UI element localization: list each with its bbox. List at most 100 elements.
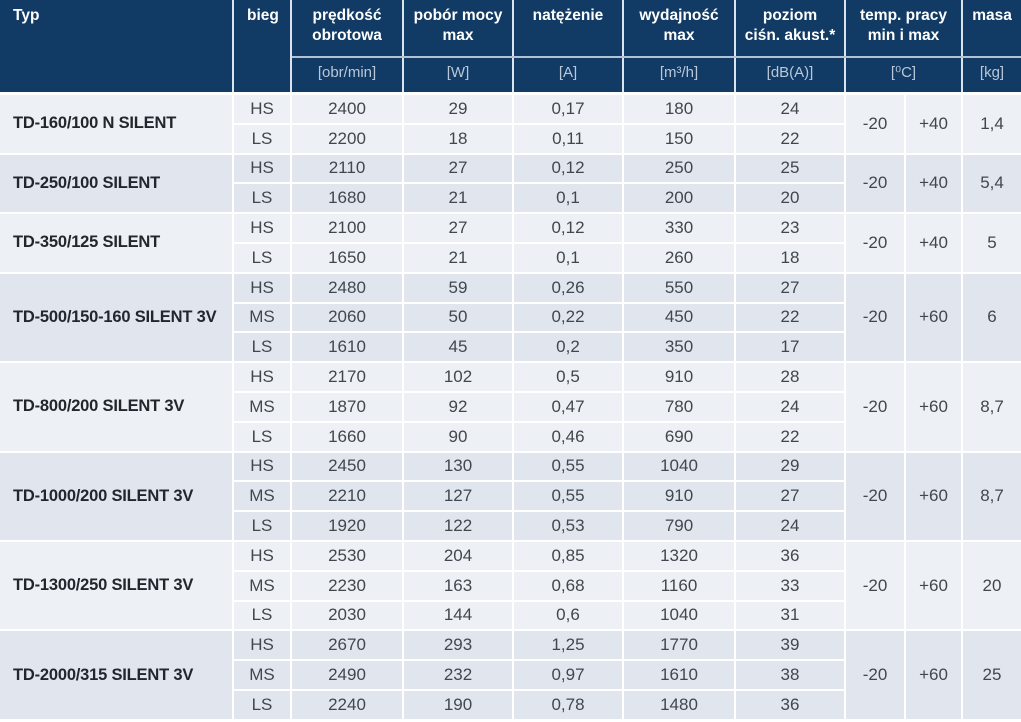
cell-noise: 36	[735, 540, 846, 572]
cell-noise: 22	[735, 421, 846, 453]
cell-temp-min: -20	[845, 153, 906, 215]
cell-current: 0,68	[513, 570, 624, 602]
table-row: LS 2030 144 0,6 1040 31	[0, 600, 1021, 632]
cell-power: 130	[403, 451, 514, 483]
cell-current: 0,17	[513, 93, 624, 125]
table-row: TD-350/125 SILENT HS 2100 27 0,12 330 23 -20 +40…	[0, 213, 1021, 274]
cell-speed: 2030	[291, 600, 404, 632]
cell-current: 0,55	[513, 481, 624, 513]
cell-bieg: LS	[233, 183, 292, 215]
cell-temp-max: +60	[905, 630, 964, 721]
unit-a: [A]	[513, 57, 624, 95]
cell-masa: 1,4	[962, 93, 1021, 155]
cell-noise: 33	[735, 570, 846, 602]
cell-current: 0,78	[513, 689, 624, 721]
cell-current: 1,25	[513, 630, 624, 662]
table-row: TD-800/200 SILENT 3V HS 2170 102 0,5 910 28 -20…	[0, 362, 1021, 453]
cell-noise: 20	[735, 183, 846, 215]
table-row: MS 2060 50 0,22 450 22	[0, 302, 1021, 334]
cell-noise: 27	[735, 481, 846, 513]
table-row: MS 2230 163 0,68 1160 33	[0, 570, 1021, 602]
column-header-typ: Typ	[0, 0, 234, 95]
table-header: Typ bieg prędkość obrotowa pobór mocy ma…	[0, 0, 1021, 95]
cell-masa: 8,7	[962, 362, 1021, 453]
column-header-natezenie: natężenie	[513, 0, 624, 58]
cell-speed: 2170	[291, 362, 404, 393]
cell-current: 0,22	[513, 302, 624, 334]
cell-bieg: HS	[233, 272, 292, 304]
cell-power: 204	[403, 540, 514, 572]
cell-flow: 350	[623, 332, 736, 364]
cell-temp-min: -20	[845, 362, 906, 453]
cell-noise: 28	[735, 362, 846, 393]
cell-speed: 2240	[291, 689, 404, 721]
cell-power: 21	[403, 183, 514, 215]
column-header-poziom-cisn-akust: poziom ciśn. akust.*	[735, 0, 846, 58]
cell-bieg: LS	[233, 511, 292, 542]
cell-current: 0,11	[513, 123, 624, 155]
cell-noise: 22	[735, 302, 846, 334]
cell-speed: 2480	[291, 272, 404, 304]
cell-current: 0,46	[513, 421, 624, 453]
cell-speed: 2400	[291, 93, 404, 125]
cell-masa: 6	[962, 272, 1021, 364]
cell-flow: 150	[623, 123, 736, 155]
cell-temp-min: -20	[845, 451, 906, 542]
cell-current: 0,5	[513, 362, 624, 393]
cell-flow: 180	[623, 93, 736, 125]
cell-bieg: HS	[233, 451, 292, 483]
cell-flow: 330	[623, 213, 736, 244]
cell-current: 0,85	[513, 540, 624, 572]
cell-bieg: LS	[233, 123, 292, 155]
cell-bieg: MS	[233, 570, 292, 602]
table-row: TD-1300/250 SILENT 3V HS 2530 204 0,85 1320 36…	[0, 540, 1021, 632]
cell-speed: 1650	[291, 242, 404, 274]
cell-bieg: HS	[233, 362, 292, 393]
cell-speed: 2210	[291, 481, 404, 513]
cell-typ: TD-2000/315 SILENT 3V	[0, 630, 234, 721]
cell-speed: 1680	[291, 183, 404, 215]
table-row: LS 1680 21 0,1 200 20	[0, 183, 1021, 215]
cell-temp-min: -20	[845, 93, 906, 155]
unit-m3-h: [m³/h]	[623, 57, 736, 95]
cell-power: 102	[403, 362, 514, 393]
cell-flow: 260	[623, 242, 736, 274]
cell-flow: 250	[623, 153, 736, 185]
cell-flow: 1160	[623, 570, 736, 602]
cell-temp-min: -20	[845, 630, 906, 721]
table-row: LS 2200 18 0,11 150 22	[0, 123, 1021, 155]
cell-flow: 790	[623, 511, 736, 542]
cell-flow: 1040	[623, 600, 736, 632]
cell-power: 18	[403, 123, 514, 155]
cell-flow: 910	[623, 362, 736, 393]
unit-db-a: [dB(A)]	[735, 57, 846, 95]
column-header-wydajnosc: wydajność max	[623, 0, 736, 58]
cell-current: 0,97	[513, 660, 624, 691]
cell-noise: 23	[735, 213, 846, 244]
column-header-masa: masa	[962, 0, 1021, 58]
cell-bieg: LS	[233, 421, 292, 453]
cell-power: 190	[403, 689, 514, 721]
cell-masa: 25	[962, 630, 1021, 721]
table-row: MS 2490 232 0,97 1610 38	[0, 660, 1021, 691]
cell-speed: 2450	[291, 451, 404, 483]
cell-bieg: HS	[233, 153, 292, 185]
cell-bieg: MS	[233, 481, 292, 513]
cell-speed: 2110	[291, 153, 404, 185]
cell-masa: 5	[962, 213, 1021, 274]
cell-speed: 1610	[291, 332, 404, 364]
cell-bieg: MS	[233, 391, 292, 423]
cell-bieg: HS	[233, 213, 292, 244]
header-unit-row: [obr/min] [W] [A] [m³/h] [dB(A)] [⁰C] [k…	[0, 57, 1021, 95]
cell-speed: 2230	[291, 570, 404, 602]
table-row: MS 2210 127 0,55 910 27	[0, 481, 1021, 513]
cell-noise: 39	[735, 630, 846, 662]
cell-speed: 1870	[291, 391, 404, 423]
cell-typ: TD-1300/250 SILENT 3V	[0, 540, 234, 632]
cell-bieg: MS	[233, 660, 292, 691]
cell-flow: 1320	[623, 540, 736, 572]
cell-current: 0,12	[513, 213, 624, 244]
cell-power: 27	[403, 213, 514, 244]
cell-noise: 25	[735, 153, 846, 185]
